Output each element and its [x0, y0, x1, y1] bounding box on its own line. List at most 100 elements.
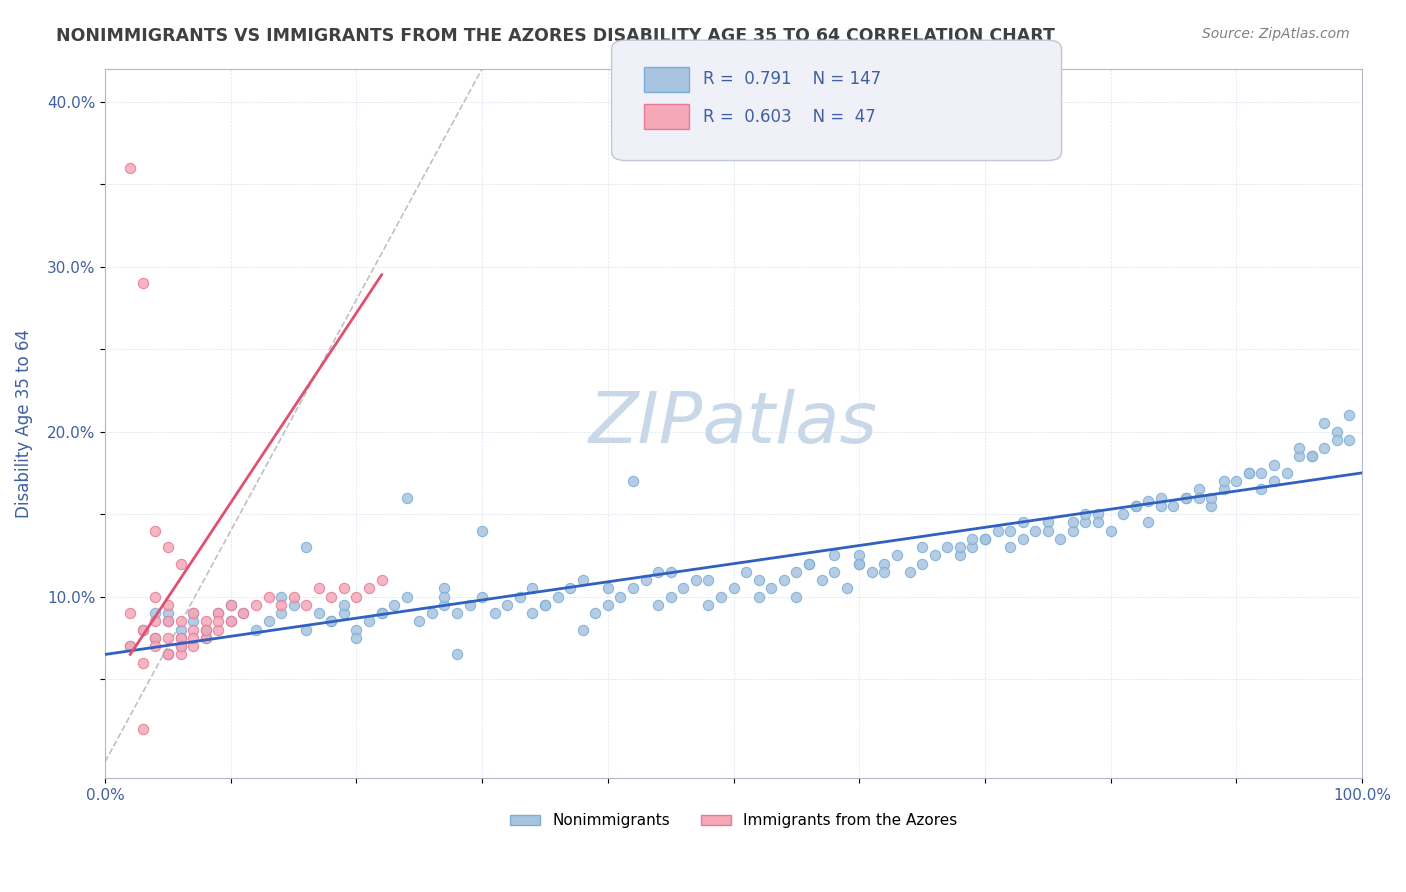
Text: NONIMMIGRANTS VS IMMIGRANTS FROM THE AZORES DISABILITY AGE 35 TO 64 CORRELATION : NONIMMIGRANTS VS IMMIGRANTS FROM THE AZO… — [56, 27, 1054, 45]
Point — [1339, 433, 1361, 447]
Point — [898, 565, 921, 579]
Point — [761, 582, 783, 596]
Point — [583, 606, 606, 620]
Point — [810, 573, 832, 587]
Point — [181, 606, 204, 620]
Text: R =  0.791    N = 147: R = 0.791 N = 147 — [703, 70, 882, 88]
Point — [1263, 458, 1285, 472]
Point — [357, 582, 380, 596]
Point — [797, 557, 820, 571]
Point — [156, 631, 179, 645]
Point — [621, 474, 644, 488]
Point — [848, 557, 870, 571]
Point — [962, 532, 984, 546]
Point — [120, 639, 142, 653]
Point — [132, 722, 155, 736]
Point — [936, 540, 959, 554]
Text: R =  0.603    N =  47: R = 0.603 N = 47 — [703, 108, 876, 126]
Point — [823, 549, 845, 563]
Point — [1313, 441, 1336, 455]
Point — [295, 598, 318, 612]
Point — [1237, 466, 1260, 480]
Point — [1288, 441, 1310, 455]
Point — [974, 532, 997, 546]
Point — [219, 615, 242, 629]
Point — [962, 540, 984, 554]
Point — [547, 590, 569, 604]
Point — [672, 582, 695, 596]
Point — [145, 615, 167, 629]
Point — [207, 606, 229, 620]
Point — [647, 598, 669, 612]
Point — [1011, 516, 1033, 530]
Point — [181, 623, 204, 637]
Point — [408, 615, 430, 629]
Point — [308, 606, 330, 620]
Point — [647, 565, 669, 579]
Point — [446, 606, 468, 620]
Point — [785, 565, 807, 579]
Point — [245, 623, 267, 637]
Point — [156, 598, 179, 612]
Point — [560, 582, 582, 596]
Point — [145, 631, 167, 645]
Point — [257, 590, 280, 604]
Point — [181, 631, 204, 645]
Point — [1250, 466, 1272, 480]
Point — [1212, 483, 1234, 497]
Point — [169, 615, 191, 629]
Point — [446, 648, 468, 662]
Point — [596, 598, 619, 612]
Point — [1099, 524, 1122, 538]
Point — [1125, 499, 1147, 513]
Point — [835, 582, 858, 596]
Point — [207, 623, 229, 637]
Point — [232, 606, 254, 620]
Point — [346, 590, 368, 604]
Point — [949, 540, 972, 554]
Point — [257, 615, 280, 629]
Point — [471, 590, 494, 604]
Point — [169, 639, 191, 653]
Point — [1263, 474, 1285, 488]
Point — [169, 631, 191, 645]
Point — [1288, 450, 1310, 464]
Point — [458, 598, 481, 612]
Point — [370, 606, 392, 620]
Point — [748, 590, 770, 604]
Point — [346, 631, 368, 645]
Point — [395, 491, 418, 505]
Point — [797, 557, 820, 571]
Point — [219, 615, 242, 629]
Point — [420, 606, 443, 620]
Point — [1326, 433, 1348, 447]
Point — [621, 582, 644, 596]
Point — [1225, 474, 1247, 488]
Point — [181, 639, 204, 653]
Point — [169, 623, 191, 637]
Point — [370, 606, 392, 620]
Point — [308, 582, 330, 596]
Point — [145, 639, 167, 653]
Point — [207, 606, 229, 620]
Point — [156, 615, 179, 629]
Point — [697, 598, 720, 612]
Point — [181, 615, 204, 629]
Point — [659, 590, 682, 604]
Point — [471, 524, 494, 538]
Point — [145, 606, 167, 620]
Point — [1024, 524, 1046, 538]
Point — [484, 606, 506, 620]
Point — [772, 573, 794, 587]
Point — [156, 648, 179, 662]
Point — [120, 606, 142, 620]
Point — [333, 582, 356, 596]
Point — [1250, 483, 1272, 497]
Point — [207, 615, 229, 629]
Point — [156, 615, 179, 629]
Point — [1212, 474, 1234, 488]
Point — [194, 623, 217, 637]
Point — [911, 557, 934, 571]
Point — [848, 549, 870, 563]
Point — [194, 631, 217, 645]
